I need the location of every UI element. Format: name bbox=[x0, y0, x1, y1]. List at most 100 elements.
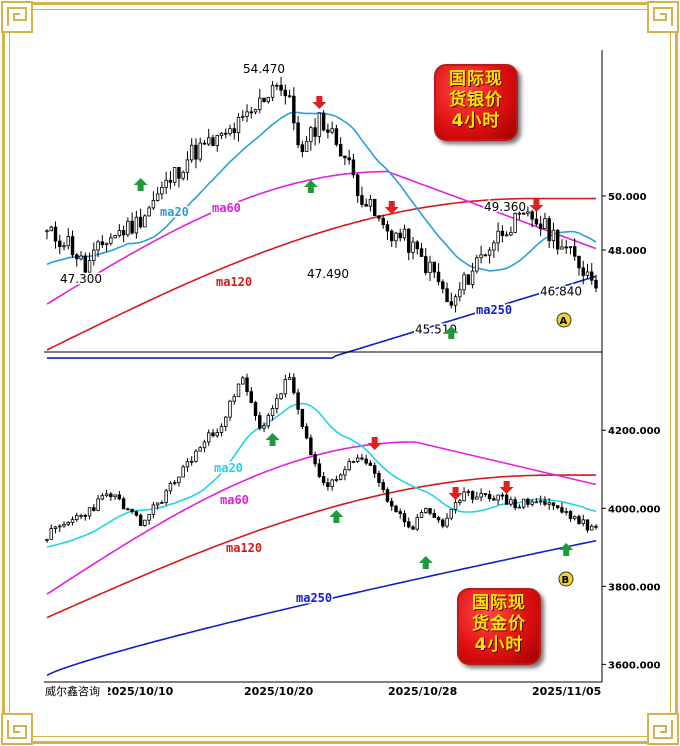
price-annotation: 46.840 bbox=[540, 284, 582, 298]
x-tick-label: 2025/10/20 bbox=[244, 685, 314, 698]
price-annotation: 54.470 bbox=[243, 62, 285, 76]
candle bbox=[504, 231, 509, 237]
ma20-label: ma20 bbox=[160, 205, 189, 219]
candle bbox=[470, 262, 475, 289]
candle bbox=[53, 221, 58, 249]
gold-title-line-2: 货金价 bbox=[472, 614, 526, 634]
marker-b-text: B bbox=[562, 575, 570, 586]
y-tick-label: 4000.000 bbox=[608, 504, 661, 515]
candle bbox=[253, 108, 258, 115]
candle bbox=[92, 504, 96, 512]
candle bbox=[492, 495, 496, 501]
candle bbox=[96, 494, 100, 512]
candle bbox=[66, 521, 70, 527]
y-tick-label: 48.000 bbox=[608, 246, 647, 257]
ma60-line bbox=[46, 441, 597, 595]
candle bbox=[313, 451, 317, 468]
candle bbox=[530, 209, 534, 228]
corner-ornament-top-right bbox=[647, 1, 679, 33]
candle bbox=[258, 411, 262, 431]
corner-ornament-top-left bbox=[1, 1, 33, 33]
candle bbox=[45, 229, 49, 240]
down-arrow-icon bbox=[448, 487, 463, 500]
up-arrow-icon bbox=[418, 556, 433, 569]
corner-ornament-bottom-right bbox=[647, 713, 679, 745]
candle bbox=[483, 493, 488, 497]
candle bbox=[279, 392, 283, 400]
candle bbox=[83, 513, 88, 521]
candle bbox=[538, 495, 543, 506]
candle bbox=[317, 458, 322, 479]
candle bbox=[385, 487, 390, 503]
candle bbox=[296, 388, 300, 415]
candle bbox=[249, 386, 253, 404]
candle bbox=[526, 497, 530, 508]
candle bbox=[53, 525, 58, 534]
candle bbox=[394, 504, 398, 513]
candle bbox=[483, 253, 488, 257]
gold-title-line-1: 国际现 bbox=[472, 593, 526, 613]
candle bbox=[428, 255, 432, 281]
candle bbox=[517, 207, 522, 220]
candle bbox=[385, 220, 390, 240]
candle bbox=[402, 510, 407, 527]
candle bbox=[253, 400, 258, 421]
ma60-label: ma60 bbox=[212, 201, 241, 215]
candle bbox=[147, 514, 151, 525]
candle bbox=[543, 212, 547, 230]
candle bbox=[62, 521, 66, 528]
candle bbox=[398, 228, 402, 242]
candle bbox=[100, 493, 105, 501]
candle bbox=[304, 136, 309, 153]
candle bbox=[143, 214, 147, 228]
candle bbox=[526, 206, 530, 217]
candle bbox=[573, 515, 577, 521]
candle bbox=[445, 513, 449, 529]
candle bbox=[126, 507, 130, 511]
candle bbox=[330, 121, 334, 135]
candle bbox=[432, 509, 436, 518]
candle bbox=[198, 137, 202, 162]
candle bbox=[475, 254, 479, 274]
candle bbox=[449, 508, 454, 521]
candle bbox=[155, 502, 160, 510]
candle bbox=[543, 496, 547, 507]
candle bbox=[317, 112, 322, 144]
candle bbox=[343, 155, 347, 166]
candle bbox=[573, 238, 577, 261]
candle bbox=[177, 476, 181, 487]
candle bbox=[228, 399, 232, 421]
candle bbox=[411, 236, 415, 260]
candle bbox=[479, 488, 483, 502]
candle bbox=[262, 422, 266, 433]
up-arrow-icon bbox=[303, 180, 318, 193]
marker-b-icon bbox=[558, 571, 574, 587]
down-arrow-icon bbox=[367, 437, 382, 450]
candle bbox=[355, 454, 360, 464]
candle bbox=[92, 242, 96, 266]
candle bbox=[530, 499, 534, 507]
up-arrow-icon bbox=[265, 433, 280, 446]
candle bbox=[177, 166, 181, 188]
candle bbox=[547, 498, 551, 510]
candle bbox=[151, 501, 156, 519]
candle bbox=[304, 423, 309, 440]
candle bbox=[424, 507, 428, 514]
candle bbox=[441, 279, 445, 294]
candle bbox=[104, 490, 109, 498]
candle bbox=[185, 151, 190, 181]
gold-chart-panel: 4200.000 4000.000 3800.000 3600.000 ma250 ma1… bbox=[45, 372, 661, 677]
candle bbox=[147, 205, 151, 217]
gold-title-line-3: 4小时 bbox=[474, 635, 524, 655]
candle bbox=[104, 242, 109, 252]
candle bbox=[372, 198, 377, 217]
candle bbox=[534, 498, 539, 504]
candle bbox=[275, 393, 279, 414]
candle bbox=[458, 281, 462, 302]
candle bbox=[300, 408, 305, 430]
candle bbox=[432, 261, 436, 278]
candle bbox=[462, 271, 466, 295]
candle bbox=[551, 222, 556, 249]
